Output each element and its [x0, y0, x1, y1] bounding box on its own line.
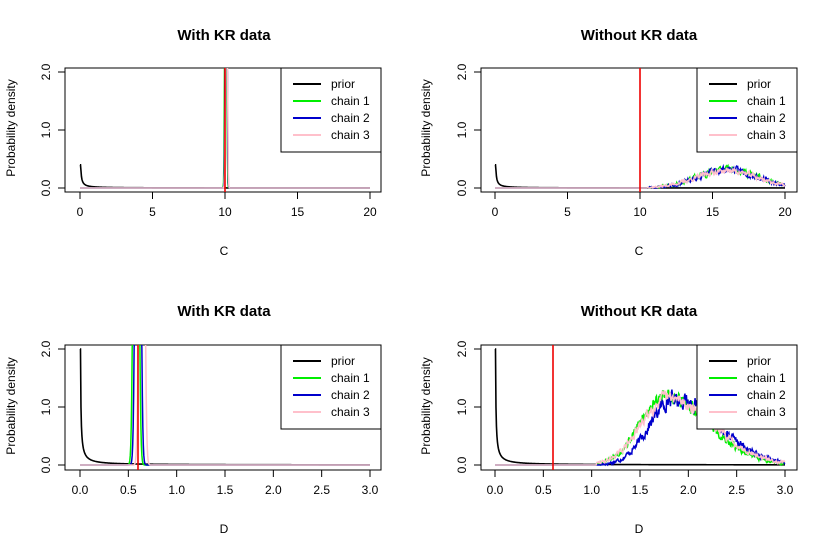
- y-axis-label: Probability density: [419, 357, 433, 454]
- y-axis: 0.0 1.0 2.0: [455, 340, 481, 473]
- x-tick-label: 2.0: [265, 483, 282, 497]
- series-line-chain-3: [495, 389, 786, 466]
- legend-box: [696, 344, 798, 430]
- legend-box: [280, 344, 382, 430]
- panel-d-with-kr: With KR data Probability density D 0.0 1.…: [4, 303, 382, 536]
- x-tick-label: 0.0: [72, 483, 89, 497]
- x-axis: 0.0 0.5 1.0 1.5 2.0 2.5 3.0: [487, 469, 794, 497]
- y-axis: 0.0 1.0 2.0: [39, 340, 65, 473]
- x-tick-label: 1.0: [168, 483, 185, 497]
- x-tick-label: 20: [363, 205, 377, 219]
- x-tick-label: 0.5: [535, 483, 552, 497]
- legend-box: [280, 67, 382, 153]
- y-tick-label: 0.0: [455, 456, 469, 473]
- y-tick-label: 1.0: [39, 398, 53, 415]
- density-lines: [79, 345, 370, 470]
- x-tick-label: 0: [77, 205, 84, 219]
- legend-label: chain 3: [747, 405, 786, 419]
- x-axis: 0 5 10 15 20: [492, 191, 792, 219]
- x-tick-label: 0.0: [487, 483, 504, 497]
- x-axis-label: C: [220, 244, 229, 258]
- y-axis-label: Probability density: [4, 79, 18, 176]
- x-axis-label: D: [220, 522, 229, 536]
- series-line-chain-3: [80, 345, 370, 466]
- x-axis-label: D: [635, 522, 644, 536]
- x-axis-label: C: [635, 244, 644, 258]
- y-axis-label: Probability density: [4, 357, 18, 454]
- y-tick-label: 0.0: [455, 179, 469, 196]
- legend: prior chain 1 chain 2 chain 3: [280, 67, 382, 153]
- panel-c-with-kr: With KR data Probability density C 0.0 1.…: [4, 27, 382, 258]
- legend-label: chain 1: [331, 371, 370, 385]
- y-tick-label: 0.0: [39, 456, 53, 473]
- chart-title: Without KR data: [581, 27, 698, 44]
- legend-label: chain 3: [331, 128, 370, 142]
- panel-c-without-kr: Without KR data Probability density C 0.…: [419, 27, 798, 258]
- legend-label: chain 1: [747, 371, 786, 385]
- legend-label: prior: [331, 354, 355, 368]
- y-tick-label: 2.0: [39, 340, 53, 357]
- legend-label: chain 1: [331, 94, 370, 108]
- legend-label: chain 1: [747, 94, 786, 108]
- legend-label: prior: [331, 77, 355, 91]
- legend-label: chain 2: [331, 111, 370, 125]
- x-tick-label: 20: [778, 205, 792, 219]
- series-line-prior: [494, 348, 785, 466]
- x-tick-label: 2.5: [728, 483, 745, 497]
- density-lines: [494, 68, 786, 192]
- legend-label: prior: [747, 354, 771, 368]
- legend-label: chain 2: [331, 388, 370, 402]
- x-tick-label: 2.5: [313, 483, 330, 497]
- x-tick-label: 10: [218, 205, 232, 219]
- legend-label: chain 3: [747, 128, 786, 142]
- x-tick-label: 10: [633, 205, 647, 219]
- y-tick-label: 1.0: [455, 121, 469, 138]
- chart-title: With KR data: [177, 303, 271, 320]
- x-tick-label: 2.0: [680, 483, 697, 497]
- x-tick-label: 5: [149, 205, 156, 219]
- legend-label: chain 2: [747, 111, 786, 125]
- y-axis: 0.0 1.0 2.0: [39, 63, 65, 196]
- y-tick-label: 0.0: [39, 179, 53, 196]
- x-tick-label: 1.5: [217, 483, 234, 497]
- y-axis: 0.0 1.0 2.0: [455, 63, 481, 196]
- y-tick-label: 2.0: [455, 63, 469, 80]
- x-tick-label: 3.0: [362, 483, 379, 497]
- density-lines: [79, 68, 370, 192]
- legend-box: [696, 67, 798, 153]
- x-tick-label: 0.5: [120, 483, 137, 497]
- y-tick-label: 2.0: [455, 340, 469, 357]
- legend-label: chain 3: [331, 405, 370, 419]
- y-tick-label: 2.0: [39, 63, 53, 80]
- chart-title: Without KR data: [581, 303, 698, 320]
- x-axis: 0.0 0.5 1.0 1.5 2.0 2.5 3.0: [72, 469, 379, 497]
- x-tick-label: 15: [291, 205, 305, 219]
- legend: prior chain 1 chain 2 chain 3: [696, 67, 798, 153]
- x-tick-label: 3.0: [777, 483, 794, 497]
- density-lines: [494, 345, 786, 470]
- x-tick-label: 5: [564, 205, 571, 219]
- y-axis-label: Probability density: [419, 79, 433, 176]
- legend-label: prior: [747, 77, 771, 91]
- legend: prior chain 1 chain 2 chain 3: [280, 344, 382, 430]
- panel-d-without-kr: Without KR data Probability density D 0.…: [419, 303, 798, 536]
- legend-label: chain 2: [747, 388, 786, 402]
- x-tick-label: 15: [706, 205, 720, 219]
- y-tick-label: 1.0: [39, 121, 53, 138]
- x-tick-label: 1.5: [632, 483, 649, 497]
- x-tick-label: 1.0: [583, 483, 600, 497]
- y-tick-label: 1.0: [455, 398, 469, 415]
- x-tick-label: 0: [492, 205, 499, 219]
- legend: prior chain 1 chain 2 chain 3: [696, 344, 798, 430]
- chart-title: With KR data: [177, 27, 271, 44]
- x-axis: 0 5 10 15 20: [77, 191, 377, 219]
